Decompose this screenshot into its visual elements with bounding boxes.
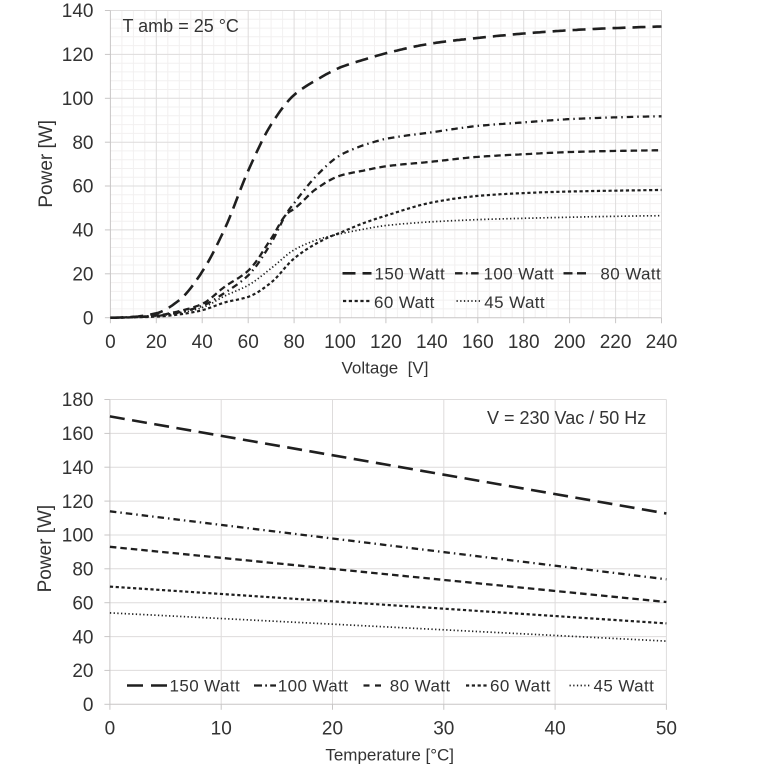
- svg-text:100 Watt: 100 Watt: [484, 264, 555, 283]
- svg-text:40: 40: [72, 221, 93, 242]
- svg-text:45 Watt: 45 Watt: [484, 293, 545, 312]
- svg-text:100: 100: [62, 526, 94, 547]
- svg-text:Voltage [V]: Voltage [V]: [342, 359, 429, 378]
- svg-text:Power [W]: Power [W]: [35, 505, 56, 593]
- svg-text:40: 40: [545, 718, 566, 739]
- svg-text:0: 0: [83, 308, 94, 329]
- svg-text:30: 30: [433, 718, 454, 739]
- svg-text:140: 140: [62, 1, 94, 22]
- svg-text:20: 20: [322, 718, 343, 739]
- svg-text:45 Watt: 45 Watt: [594, 677, 655, 696]
- svg-text:60 Watt: 60 Watt: [490, 677, 551, 696]
- svg-text:200: 200: [554, 332, 586, 353]
- svg-text:20: 20: [146, 332, 167, 353]
- svg-text:Power [W]: Power [W]: [36, 120, 57, 208]
- svg-text:220: 220: [600, 332, 632, 353]
- svg-text:160: 160: [62, 424, 94, 445]
- svg-text:120: 120: [62, 45, 94, 66]
- svg-text:100: 100: [324, 332, 356, 353]
- svg-text:0: 0: [105, 718, 116, 739]
- svg-text:50: 50: [656, 718, 677, 739]
- svg-text:0: 0: [83, 695, 94, 716]
- svg-text:10: 10: [211, 718, 232, 739]
- svg-text:80: 80: [72, 560, 93, 581]
- svg-text:60: 60: [72, 177, 93, 198]
- svg-text:80: 80: [284, 332, 305, 353]
- svg-text:20: 20: [72, 661, 93, 682]
- svg-text:0: 0: [105, 332, 116, 353]
- svg-text:150 Watt: 150 Watt: [375, 264, 446, 283]
- svg-text:240: 240: [646, 332, 678, 353]
- svg-text:140: 140: [62, 458, 94, 479]
- svg-text:T amb = 25 °C: T amb = 25 °C: [123, 16, 239, 36]
- svg-text:V = 230 Vac / 50 Hz: V = 230 Vac / 50 Hz: [487, 408, 646, 428]
- svg-text:40: 40: [192, 332, 213, 353]
- svg-text:20: 20: [72, 265, 93, 286]
- svg-text:80: 80: [72, 133, 93, 154]
- svg-text:Temperature [°C]: Temperature [°C]: [325, 746, 454, 765]
- svg-text:80 Watt: 80 Watt: [600, 264, 661, 283]
- svg-text:60 Watt: 60 Watt: [374, 293, 435, 312]
- svg-text:100: 100: [62, 89, 94, 110]
- svg-text:140: 140: [416, 332, 448, 353]
- svg-text:60: 60: [238, 332, 259, 353]
- svg-text:40: 40: [72, 627, 93, 648]
- svg-text:60: 60: [72, 593, 93, 614]
- svg-text:100 Watt: 100 Watt: [278, 677, 349, 696]
- svg-text:120: 120: [62, 492, 94, 513]
- svg-text:160: 160: [462, 332, 494, 353]
- svg-text:150 Watt: 150 Watt: [170, 677, 241, 696]
- svg-text:180: 180: [508, 332, 540, 353]
- svg-text:120: 120: [370, 332, 402, 353]
- svg-text:80 Watt: 80 Watt: [390, 677, 451, 696]
- svg-text:180: 180: [62, 390, 94, 411]
